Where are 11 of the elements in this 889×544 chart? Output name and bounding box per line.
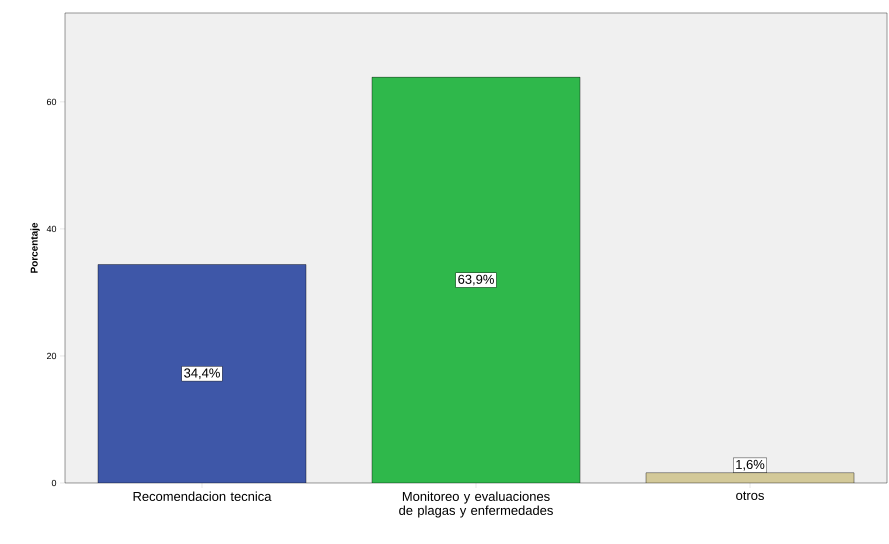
data-label: 34,4%: [184, 368, 220, 380]
data-label: 63,9%: [458, 274, 494, 286]
y-tick-label: 0: [52, 480, 56, 486]
y-tick-label: 20: [46, 352, 56, 360]
data-label: 1,6%: [736, 460, 764, 471]
y-tick-label: 40: [46, 226, 56, 232]
y-axis-title: Porcentaje: [30, 222, 40, 273]
x-tick-label: otros: [736, 492, 764, 500]
x-tick-label: Monitoreo y evaluaciones de plagas y enfermedades: [399, 492, 553, 518]
y-tick-label: 60: [46, 98, 56, 106]
x-tick-label: Recomendacion tecnica: [134, 492, 272, 502]
